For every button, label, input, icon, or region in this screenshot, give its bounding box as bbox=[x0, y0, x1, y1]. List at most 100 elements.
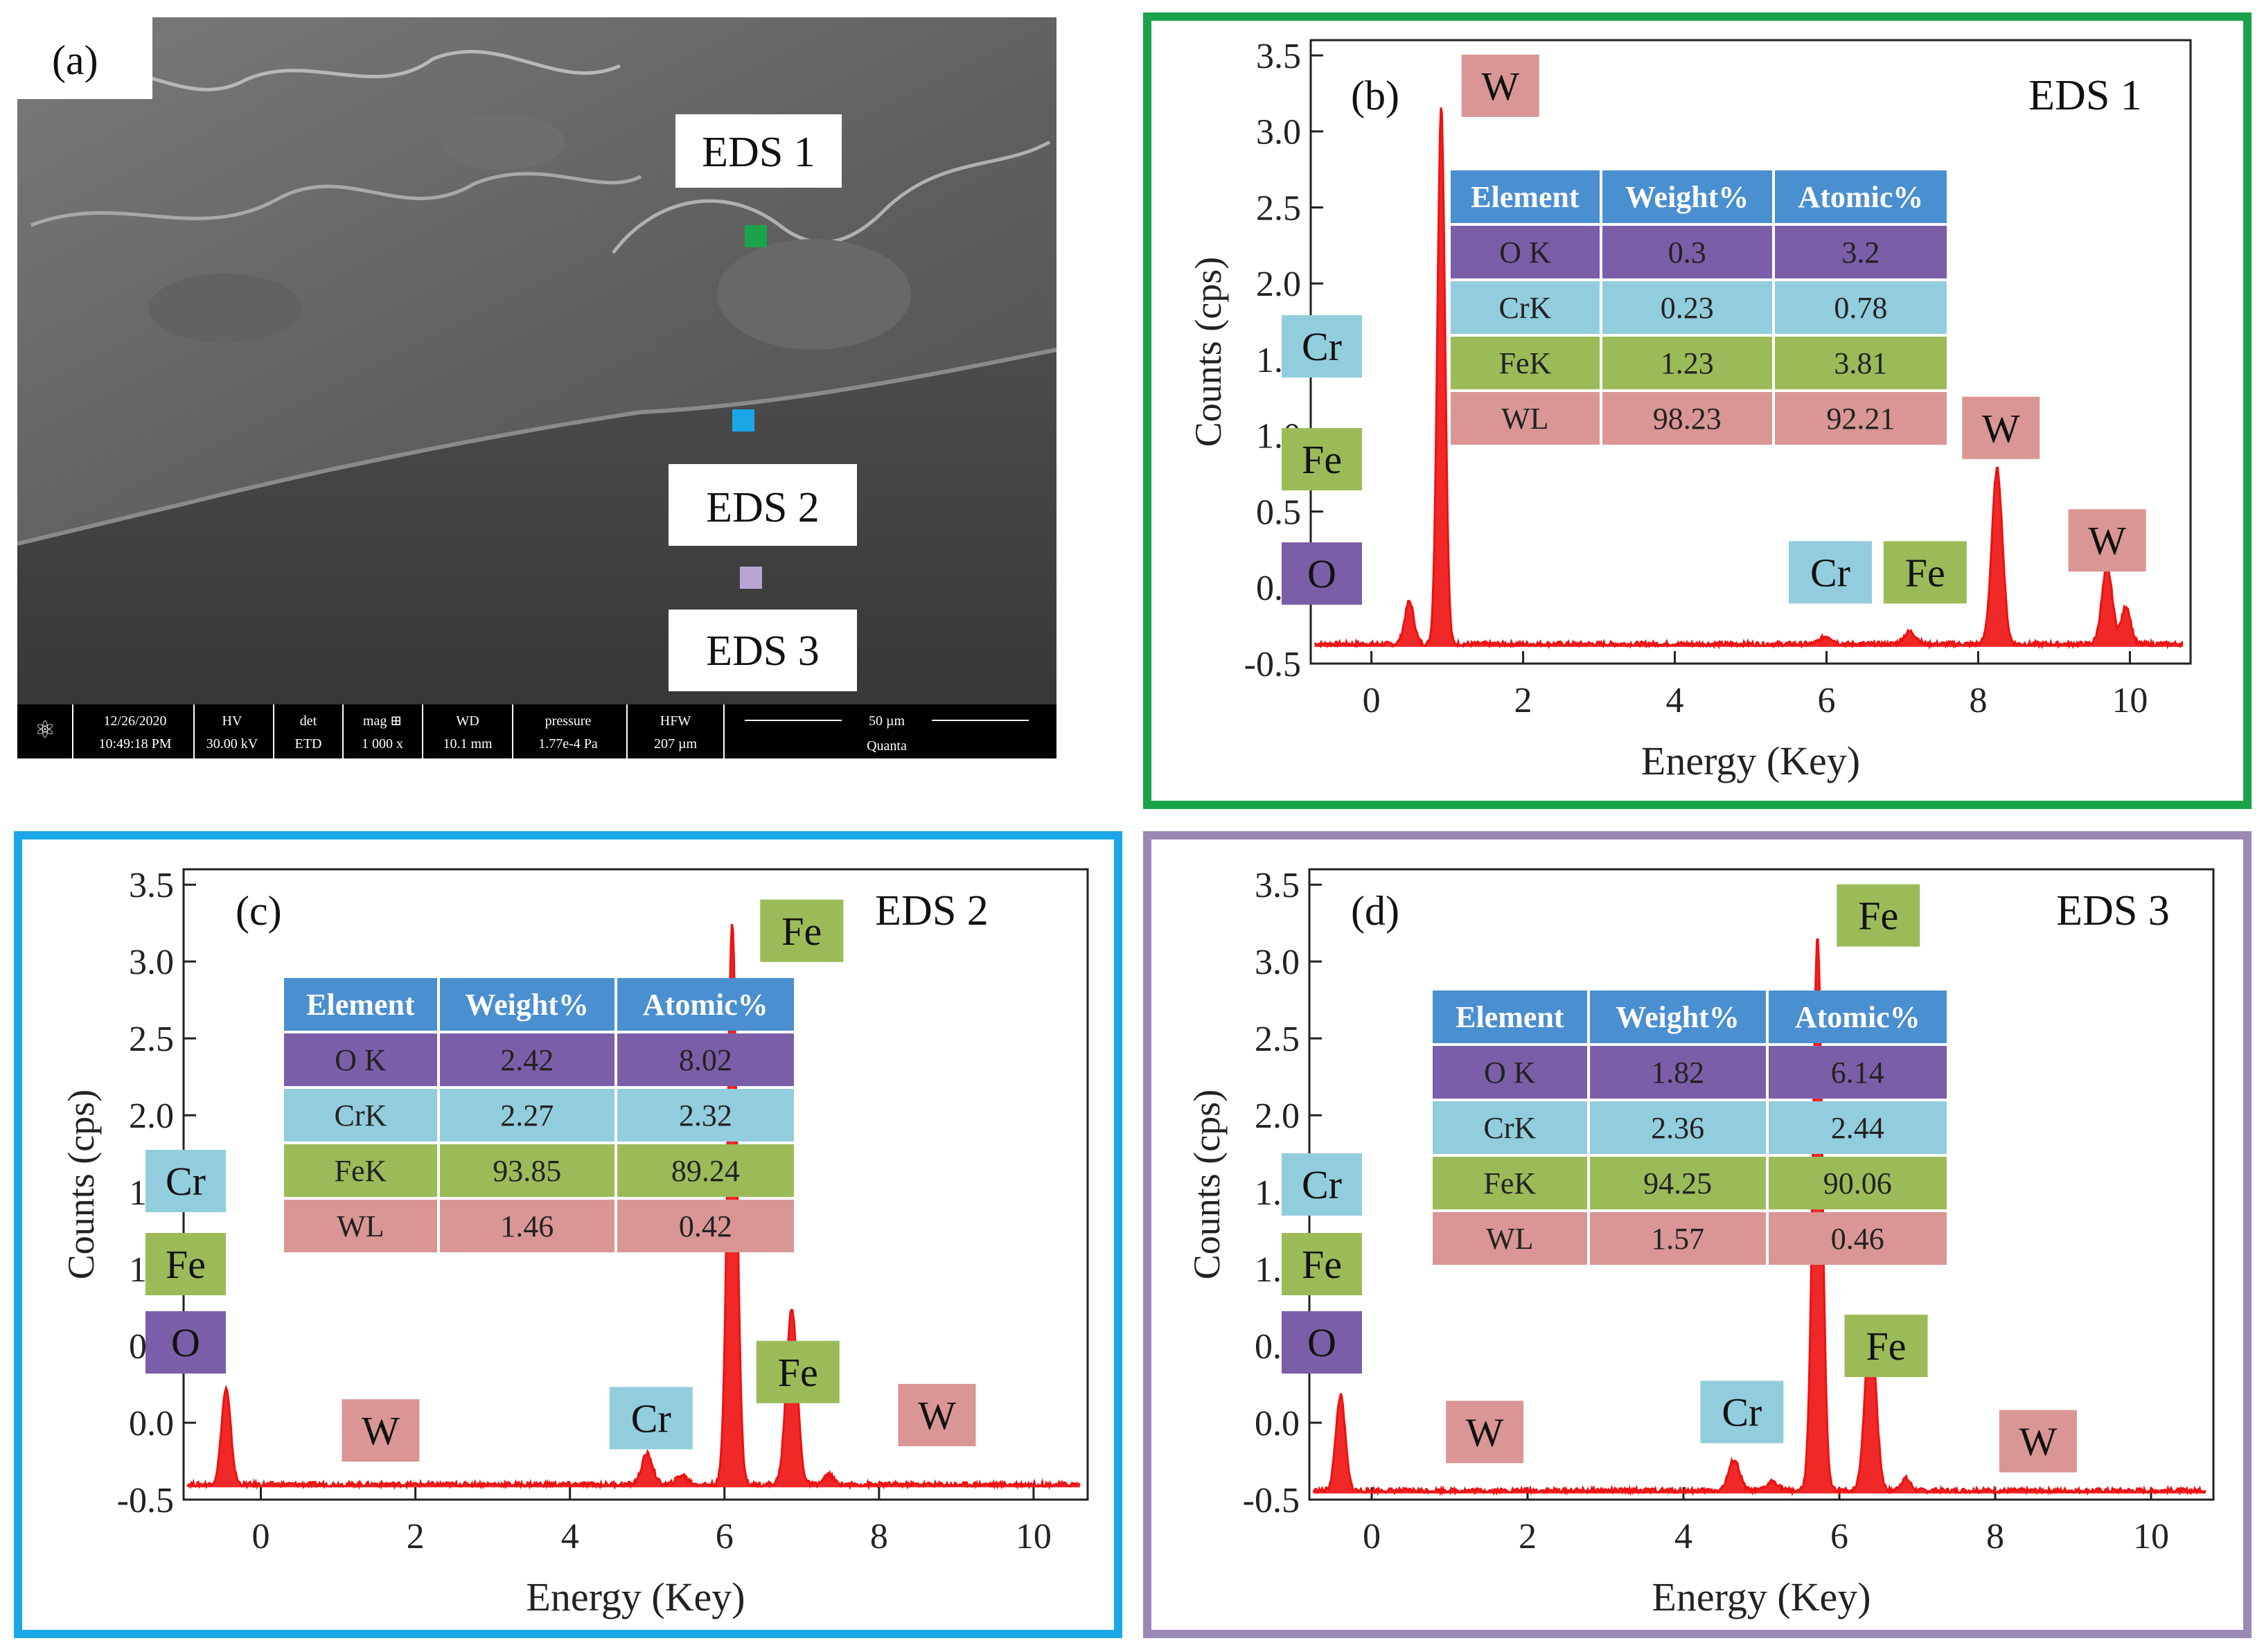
cell-element: O K bbox=[284, 1033, 437, 1086]
y-tick-label: 2.5 bbox=[1256, 188, 1301, 228]
databar-hv: 30.00 kV bbox=[206, 736, 258, 752]
cell-element: CrK bbox=[284, 1089, 437, 1142]
cell-weight: 2.27 bbox=[439, 1089, 614, 1142]
peak-label-box bbox=[1788, 541, 1872, 604]
table-row: FeK 1.23 3.81 bbox=[1451, 337, 1947, 389]
y-axis-label: Counts (cps) bbox=[1186, 1090, 1228, 1279]
cell-weight: 1.82 bbox=[1589, 1046, 1766, 1099]
databar-pressure: 1.77e-4 Pa bbox=[538, 736, 598, 752]
x-tick-label: 6 bbox=[716, 1517, 734, 1556]
col-weight: Weight% bbox=[1589, 991, 1766, 1043]
chart-eds3: -0.50.00.51.01.52.02.53.03.50 2 4 6 8 10Energ… bbox=[1186, 866, 2215, 1619]
cell-atomic: 0.46 bbox=[1768, 1212, 1947, 1265]
eds2-marker bbox=[732, 409, 754, 432]
x-tick-label: 0 bbox=[1363, 1517, 1381, 1556]
peak-label-box bbox=[1837, 884, 1920, 947]
databar-brand: Quanta bbox=[867, 738, 907, 754]
eds3-label: EDS 3 bbox=[706, 628, 820, 675]
sem-grain bbox=[149, 274, 301, 343]
y-tick-label: 3.5 bbox=[129, 866, 174, 905]
cell-element: O K bbox=[1433, 1046, 1587, 1099]
table-row: FeK 94.25 90.06 bbox=[1433, 1157, 1947, 1209]
panel-label: (d) bbox=[1351, 888, 1399, 934]
cell-element: WL bbox=[1433, 1212, 1587, 1265]
peak-label: Fe bbox=[1858, 894, 1898, 939]
eds2-label: EDS 2 bbox=[706, 484, 820, 531]
peak-label-box bbox=[1461, 54, 1539, 117]
x-tick-label: 10 bbox=[2133, 1517, 2169, 1556]
databar-hfw-label: HFW bbox=[660, 713, 691, 729]
legend-box-o bbox=[1282, 1311, 1362, 1374]
table-row: CrK 2.36 2.44 bbox=[1433, 1101, 1947, 1154]
peak-label: Cr bbox=[631, 1396, 671, 1441]
col-weight: Weight% bbox=[439, 978, 614, 1031]
col-element: Element bbox=[284, 978, 437, 1031]
cell-element: WL bbox=[284, 1200, 437, 1252]
col-atomic: Atomic% bbox=[1774, 170, 1947, 223]
x-tick-label: 0 bbox=[1363, 681, 1381, 720]
cell-element: FeK bbox=[1433, 1157, 1587, 1209]
peak-label-box bbox=[1999, 1410, 2077, 1473]
peak-label: W bbox=[2088, 518, 2126, 563]
chart-eds2: -0.50.00.51.01.52.02.53.03.50246810Energ… bbox=[60, 866, 1089, 1619]
y-tick-label: 2.5 bbox=[1255, 1020, 1300, 1059]
y-tick-label: -0.5 bbox=[1244, 645, 1301, 684]
legend-label-fe: Fe bbox=[166, 1242, 206, 1287]
legend-label-cr: Cr bbox=[1302, 324, 1342, 369]
legend-box-o bbox=[145, 1311, 226, 1374]
table-row: CrK 2.27 2.32 bbox=[284, 1089, 794, 1142]
x-tick-label: 4 bbox=[1674, 1517, 1692, 1556]
y-tick-label: 3.0 bbox=[129, 943, 174, 982]
panel-a-label: (a) bbox=[52, 37, 98, 83]
peak-label-box bbox=[1844, 1315, 1928, 1378]
col-atomic: Atomic% bbox=[617, 978, 794, 1031]
table-row: O K 2.42 8.02 bbox=[284, 1033, 794, 1086]
databar-pressure-label: pressure bbox=[545, 713, 592, 729]
y-tick-label: 2.0 bbox=[1255, 1096, 1300, 1136]
panel-b-frame bbox=[1143, 12, 2252, 809]
legend-label-o: O bbox=[1307, 1320, 1336, 1365]
table-row: O K 0.3 3.2 bbox=[1451, 226, 1947, 278]
legend-box-cr bbox=[1282, 315, 1362, 378]
cell-atomic: 90.06 bbox=[1768, 1157, 1947, 1209]
x-tick-label: 8 bbox=[870, 1517, 888, 1556]
cell-element: FeK bbox=[1451, 337, 1600, 389]
cell-weight: 0.23 bbox=[1602, 281, 1772, 334]
x-tick-label: 4 bbox=[1666, 681, 1684, 720]
peak-label-box bbox=[756, 1340, 840, 1403]
databar-wd: 10.1 mm bbox=[443, 736, 493, 752]
y-tick-label: 2.0 bbox=[129, 1096, 174, 1136]
panel-c-frame bbox=[14, 831, 1122, 1638]
peak-label: Fe bbox=[781, 909, 822, 954]
cell-atomic: 2.32 bbox=[617, 1089, 794, 1142]
peak-label: W bbox=[1982, 406, 2020, 451]
peak-label: Fe bbox=[778, 1350, 818, 1395]
x-tick-label: 6 bbox=[1830, 1517, 1848, 1556]
x-axis-label: Energy (Key) bbox=[1652, 1574, 1871, 1619]
table-row: O K 1.82 6.14 bbox=[1433, 1046, 1947, 1099]
cell-element: CrK bbox=[1433, 1101, 1587, 1154]
y-axis-label: Counts (cps) bbox=[1187, 257, 1229, 447]
peak-label: Cr bbox=[1722, 1389, 1762, 1435]
table-row: WL 1.46 0.42 bbox=[284, 1200, 794, 1252]
cell-weight: 2.42 bbox=[439, 1033, 614, 1086]
y-tick-label: 2.0 bbox=[1256, 265, 1301, 304]
x-tick-label: 2 bbox=[1514, 681, 1532, 720]
y-tick-label: 3.0 bbox=[1255, 943, 1300, 982]
x-tick-label: 8 bbox=[1969, 681, 1987, 720]
col-element: Element bbox=[1451, 170, 1600, 223]
eds2-label-box bbox=[669, 464, 857, 546]
eds3-table: Element Weight% Atomic% O K 1.82 6.14 CrK 2… bbox=[1430, 988, 1949, 1268]
table-row: WL 1.57 0.46 bbox=[1433, 1212, 1947, 1265]
legend-box-fe bbox=[1282, 428, 1362, 490]
eds1-label-box bbox=[675, 114, 842, 188]
legend-label-fe: Fe bbox=[1302, 437, 1342, 482]
eds1-table: Element Weight% Atomic% O K 0.3 3.2 CrK 0.2… bbox=[1448, 168, 1949, 447]
cell-weight: 1.46 bbox=[439, 1200, 614, 1252]
databar-dividers bbox=[72, 704, 1029, 758]
eds2-table: Element Weight% Atomic% O K 2.42 8.02 CrK 2… bbox=[281, 975, 797, 1255]
y-tick-label: 0.5 bbox=[1256, 492, 1301, 532]
eds3-marker bbox=[740, 567, 762, 589]
col-atomic: Atomic% bbox=[1768, 991, 1947, 1043]
legend-label-o: O bbox=[171, 1320, 200, 1365]
